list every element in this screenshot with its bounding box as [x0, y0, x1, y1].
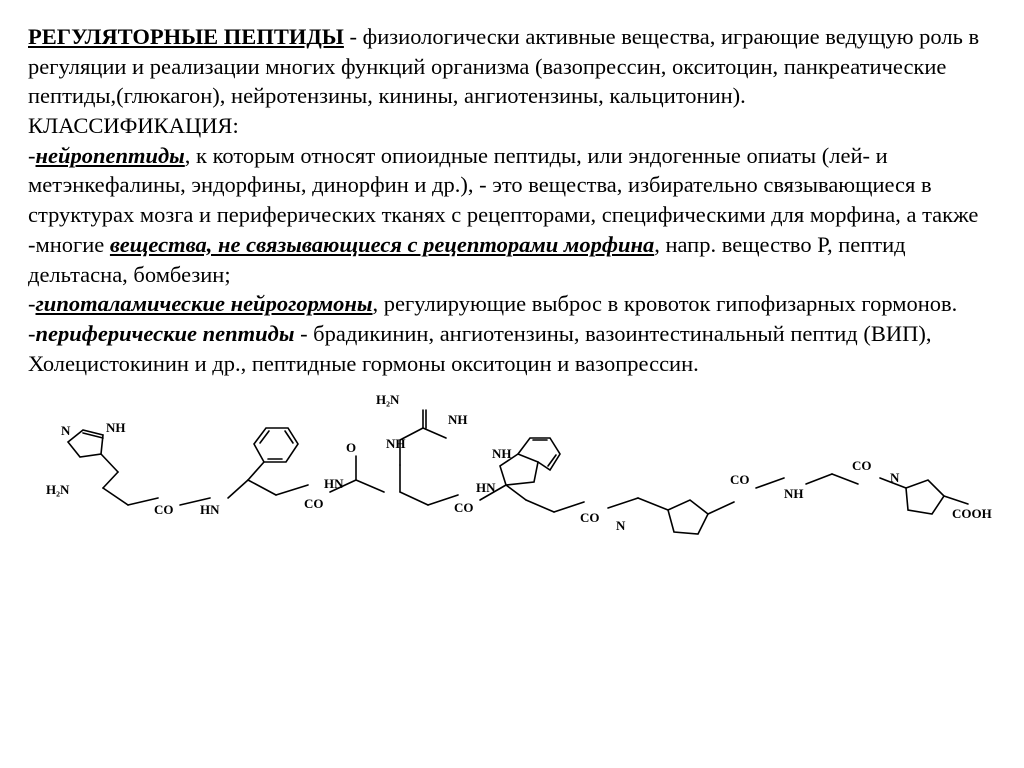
item-prefix: - [28, 232, 36, 257]
item-rest: , регулирующие выброс в кровоток гипофиз… [373, 291, 958, 316]
classification-item-4: -периферические пептиды - брадикинин, ан… [28, 319, 996, 378]
chem-label: CO [304, 496, 324, 511]
chem-label: N [890, 470, 900, 485]
item-term: гипоталамические нейрогормоны [36, 291, 373, 316]
chem-label: NH [448, 412, 468, 427]
item-term: периферические пептиды [36, 321, 295, 346]
chem-label: H₂N [46, 482, 70, 497]
chem-label: CO [730, 472, 750, 487]
chem-label: HN [324, 476, 344, 491]
item-prefix: - [28, 143, 36, 168]
chem-label: NH [492, 446, 512, 461]
heading-title: РЕГУЛЯТОРНЫЕ ПЕПТИДЫ [28, 24, 344, 49]
chem-label: H₂N [376, 392, 400, 407]
document-page: РЕГУЛЯТОРНЫЕ ПЕПТИДЫ - физиологически ак… [0, 0, 1024, 550]
chem-label: N [61, 423, 71, 438]
item-prefix: - [28, 291, 36, 316]
chem-label: NH [784, 486, 804, 501]
item-term: нейропептиды [36, 143, 185, 168]
item-lead: многие [36, 232, 110, 257]
chem-label: COOH [952, 506, 992, 521]
chem-label: NH [386, 436, 406, 451]
chem-label: HN [200, 502, 220, 517]
chem-label: CO [580, 510, 600, 525]
peptide-structure-diagram: N NH H₂N CO HN CO HN O H₂N NH NH CO HN N… [28, 380, 996, 550]
chem-label: O [346, 440, 356, 455]
heading-paragraph: РЕГУЛЯТОРНЫЕ ПЕПТИДЫ - физиологически ак… [28, 22, 996, 111]
chem-label: NH [106, 420, 126, 435]
chem-label: CO [454, 500, 474, 515]
classification-item-1: -нейропептиды, к которым относят опиоидн… [28, 141, 996, 230]
classification-label: КЛАССИФИКАЦИЯ: [28, 111, 996, 141]
chem-label: HN [476, 480, 496, 495]
chem-label: CO [154, 502, 174, 517]
chem-label: CO [852, 458, 872, 473]
item-prefix: - [28, 321, 36, 346]
chem-label: N [616, 518, 626, 533]
classification-item-3: -гипоталамические нейрогормоны, регулиру… [28, 289, 996, 319]
classification-item-2: -многие вещества, не связывающиеся с рец… [28, 230, 996, 289]
item-term: вещества, не связывающиеся с рецепторами… [110, 232, 654, 257]
